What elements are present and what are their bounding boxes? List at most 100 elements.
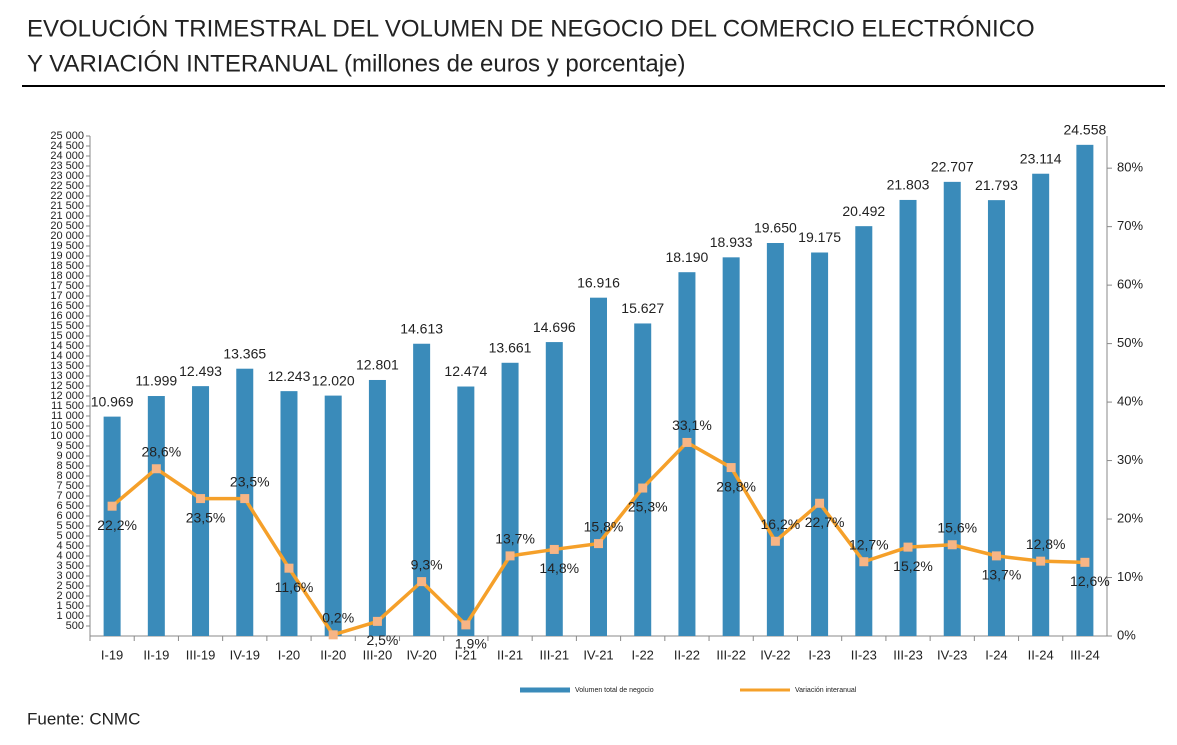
y2-tick-label: 60% (1117, 277, 1143, 292)
bar (811, 252, 829, 636)
bar-value-label: 18.190 (666, 249, 709, 265)
y2-tick-label: 50% (1117, 335, 1143, 350)
legend-label: Variación interanual (795, 687, 857, 694)
line-marker (107, 501, 117, 511)
y-tick-label: 5 500 (56, 520, 84, 532)
y-tick-label: 1 000 (56, 610, 84, 622)
y-tick-label: 18 000 (50, 270, 84, 282)
line-marker (903, 542, 913, 552)
x-tick-label: II-20 (320, 647, 346, 662)
bar (413, 343, 431, 636)
bar (1076, 144, 1094, 636)
line-value-label: 11,6% (275, 579, 314, 595)
bar (457, 386, 475, 636)
line-marker (328, 630, 338, 640)
x-tick-label: IV-20 (406, 647, 436, 662)
line-value-label: 12,8% (1026, 536, 1066, 552)
bar (368, 379, 386, 636)
line-marker (461, 620, 471, 630)
line-marker (284, 563, 294, 573)
y-tick-label: 8 500 (56, 460, 84, 472)
line-marker (991, 551, 1001, 561)
y-tick-label: 7 000 (56, 490, 84, 502)
y2-tick-label: 80% (1117, 160, 1143, 175)
bar-value-label: 15.627 (621, 300, 664, 316)
bar-value-label: 21.793 (975, 177, 1018, 193)
bar (590, 297, 607, 636)
line-marker (594, 539, 603, 549)
bar-value-label: 11.999 (135, 373, 177, 389)
line-marker (372, 616, 382, 626)
y-tick-label: 23 000 (50, 170, 84, 182)
bar-value-label: 20.492 (842, 203, 885, 219)
bar-value-label: 12.020 (312, 372, 355, 388)
x-tick-label: III-23 (893, 647, 923, 662)
bar (192, 386, 210, 636)
y-tick-label: 17 500 (50, 280, 84, 292)
y-tick-label: 14 500 (50, 340, 84, 352)
y-tick-label: 1 500 (56, 600, 84, 612)
bar (1032, 173, 1050, 636)
bar (634, 323, 652, 636)
line-value-label: 28,8% (716, 478, 756, 494)
x-tick-label: IV-19 (230, 647, 260, 662)
bar-value-label: 13.661 (489, 339, 532, 355)
y2-tick-label: 0% (1117, 627, 1136, 642)
y-tick-label: 22 500 (50, 180, 84, 192)
line-value-label: 0,2% (322, 610, 354, 626)
line-marker (505, 551, 515, 561)
line-value-label: 2,5% (366, 632, 398, 648)
line-marker (638, 483, 648, 493)
y-tick-label: 25 000 (50, 130, 84, 142)
bar (678, 272, 696, 636)
x-tick-label: II-21 (497, 647, 523, 662)
y-tick-label: 20 000 (50, 230, 84, 242)
x-tick-label: III-19 (186, 647, 216, 662)
line-marker (770, 536, 780, 546)
bar-value-label: 23.114 (1020, 150, 1062, 166)
line-marker (417, 577, 427, 587)
y-tick-label: 18 500 (50, 260, 84, 272)
x-tick-label: I-21 (455, 647, 477, 662)
y-tick-label: 9 500 (56, 440, 84, 452)
y-tick-label: 21 500 (50, 200, 84, 212)
bar-value-label: 10.969 (91, 393, 134, 409)
y-tick-label: 4 000 (56, 550, 84, 562)
x-tick-label: IV-23 (937, 647, 967, 662)
y-tick-label: 19 000 (50, 250, 84, 262)
y-tick-label: 20 500 (50, 220, 84, 232)
bar-value-label: 13.365 (223, 345, 266, 361)
line-marker (682, 437, 692, 447)
bar (147, 396, 165, 636)
y-tick-label: 500 (66, 620, 84, 632)
y-tick-label: 2 000 (56, 590, 84, 602)
y-tick-label: 2 500 (56, 580, 84, 592)
y-tick-label: 13 000 (50, 370, 84, 382)
line-marker (947, 540, 957, 550)
bar-value-label: 12.474 (444, 363, 487, 379)
line-marker (1036, 556, 1046, 566)
line-value-label: 12,6% (1070, 573, 1110, 589)
line-value-label: 22,7% (805, 514, 845, 530)
line-marker (549, 544, 559, 554)
x-tick-label: I-19 (101, 647, 123, 662)
bar (766, 243, 784, 636)
y-tick-label: 12 500 (50, 380, 84, 392)
source: Fuente: CNMC (27, 709, 140, 728)
x-tick-label: I-24 (985, 647, 1007, 662)
bar (324, 395, 342, 636)
y2-tick-label: 20% (1117, 510, 1143, 525)
y-tick-label: 5 000 (56, 530, 84, 542)
line-value-label: 23,5% (186, 509, 226, 525)
bar-value-label: 19.650 (754, 220, 797, 236)
line-value-label: 15,6% (937, 519, 977, 535)
chart-title: EVOLUCIÓN TRIMESTRAL DEL VOLUMEN DE NEGO… (27, 15, 1035, 42)
x-tick-label: I-20 (278, 647, 300, 662)
x-tick-label: III-20 (363, 647, 393, 662)
bar (899, 199, 917, 636)
line-marker (815, 498, 825, 508)
y-tick-label: 7 500 (56, 480, 84, 492)
y2-tick-label: 40% (1117, 394, 1143, 409)
bar-value-label: 16.916 (577, 274, 620, 290)
y-tick-label: 14 000 (50, 350, 84, 362)
